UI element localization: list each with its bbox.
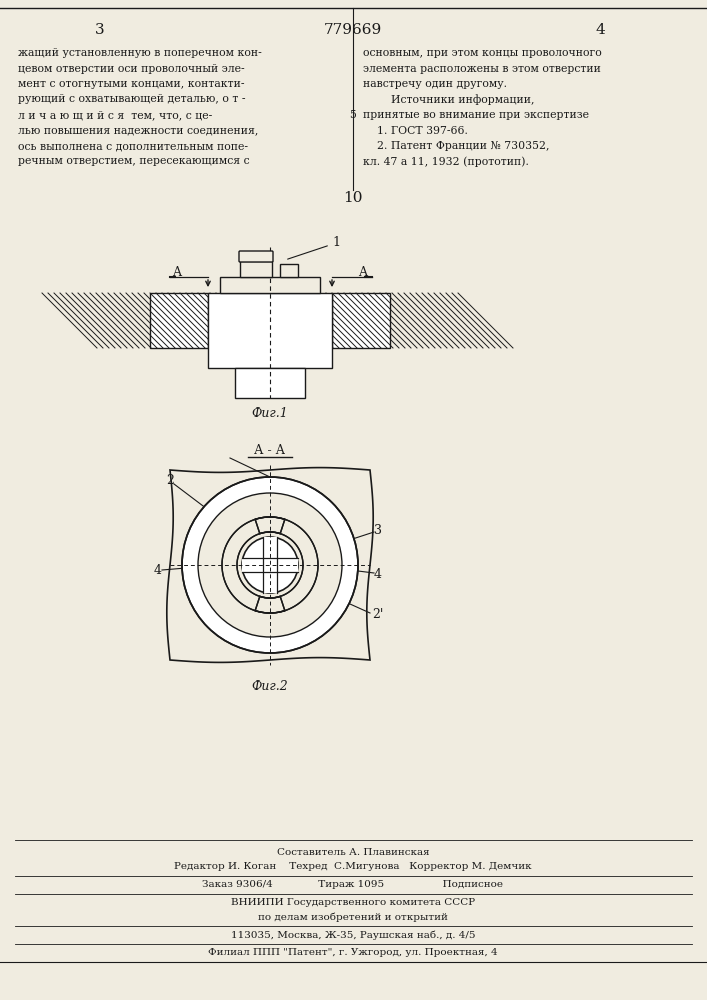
Text: 4: 4: [595, 23, 605, 37]
Text: ВНИИПИ Государственного комитета СССР: ВНИИПИ Государственного комитета СССР: [231, 898, 475, 907]
Bar: [235, 368, 305, 398]
Text: элемента расположены в этом отверстии: элемента расположены в этом отверстии: [363, 64, 601, 74]
Text: основным, при этом концы проволочного: основным, при этом концы проволочного: [363, 48, 602, 58]
Text: Заказ 9306/4              Тираж 1095                  Подписное: Заказ 9306/4 Тираж 1095 Подписное: [202, 880, 503, 889]
Bar: [150, 293, 208, 348]
Text: Фиг.2: Фиг.2: [252, 680, 288, 693]
Polygon shape: [222, 517, 285, 613]
Circle shape: [182, 477, 358, 653]
Text: 2': 2': [373, 608, 384, 621]
Bar: [220, 277, 320, 293]
Text: A: A: [172, 266, 181, 279]
Text: по делам изобретений и открытий: по делам изобретений и открытий: [258, 912, 448, 922]
Circle shape: [242, 537, 298, 593]
Text: навстречу один другому.: навстречу один другому.: [363, 79, 507, 89]
Text: лью повышения надежности соединения,: лью повышения надежности соединения,: [18, 125, 258, 135]
Text: 4: 4: [374, 568, 382, 582]
Text: А - А: А - А: [255, 444, 286, 456]
Polygon shape: [167, 468, 373, 662]
Text: мент с отогнутыми концами, контакти-: мент с отогнутыми концами, контакти-: [18, 79, 245, 89]
Text: л и ч а ю щ и й с я  тем, что, с це-: л и ч а ю щ и й с я тем, что, с це-: [18, 110, 212, 120]
Text: 4: 4: [154, 564, 162, 576]
Text: 5: 5: [349, 110, 356, 120]
Text: рующий с охватывающей деталью, о т -: рующий с охватывающей деталью, о т -: [18, 95, 245, 104]
Text: цевом отверстии оси проволочный эле-: цевом отверстии оси проволочный эле-: [18, 64, 245, 74]
Polygon shape: [240, 261, 272, 277]
Text: Филиал ППП "Патент", г. Ужгород, ул. Проектная, 4: Филиал ППП "Патент", г. Ужгород, ул. Про…: [208, 948, 498, 957]
Text: A: A: [358, 266, 367, 279]
Text: ось выполнена с дополнительным попе-: ось выполнена с дополнительным попе-: [18, 141, 248, 151]
Text: 779669: 779669: [324, 23, 382, 37]
Bar: [208, 293, 332, 368]
Text: 10: 10: [344, 191, 363, 205]
Text: Редактор И. Коган    Техред  С.Мигунова   Корректор М. Демчик: Редактор И. Коган Техред С.Мигунова Корр…: [174, 862, 532, 871]
Text: 3: 3: [374, 524, 382, 536]
Text: кл. 47 а 11, 1932 (прототип).: кл. 47 а 11, 1932 (прототип).: [363, 156, 529, 167]
Text: 2: 2: [166, 474, 174, 487]
Text: Источники информации,: Источники информации,: [363, 95, 534, 105]
Text: 2. Патент Франции № 730352,: 2. Патент Франции № 730352,: [363, 141, 549, 151]
Polygon shape: [255, 517, 318, 613]
Bar: [332, 293, 390, 348]
Text: 1: 1: [332, 235, 340, 248]
Text: принятые во внимание при экспертизе: принятые во внимание при экспертизе: [363, 110, 589, 120]
Text: 1. ГОСТ 397-66.: 1. ГОСТ 397-66.: [363, 125, 468, 135]
Bar: [242, 558, 298, 572]
Text: 113035, Москва, Ж-35, Раушская наб., д. 4/5: 113035, Москва, Ж-35, Раушская наб., д. …: [230, 930, 475, 940]
Text: Составитель А. Плавинская: Составитель А. Плавинская: [276, 848, 429, 857]
Text: речным отверстием, пересекающимся с: речным отверстием, пересекающимся с: [18, 156, 250, 166]
Text: 3: 3: [95, 23, 105, 37]
Bar: [263, 537, 277, 593]
Text: Фиг.1: Фиг.1: [252, 407, 288, 420]
FancyBboxPatch shape: [239, 251, 273, 262]
Text: жащий установленную в поперечном кон-: жащий установленную в поперечном кон-: [18, 48, 262, 58]
Circle shape: [198, 493, 342, 637]
Polygon shape: [280, 264, 298, 277]
